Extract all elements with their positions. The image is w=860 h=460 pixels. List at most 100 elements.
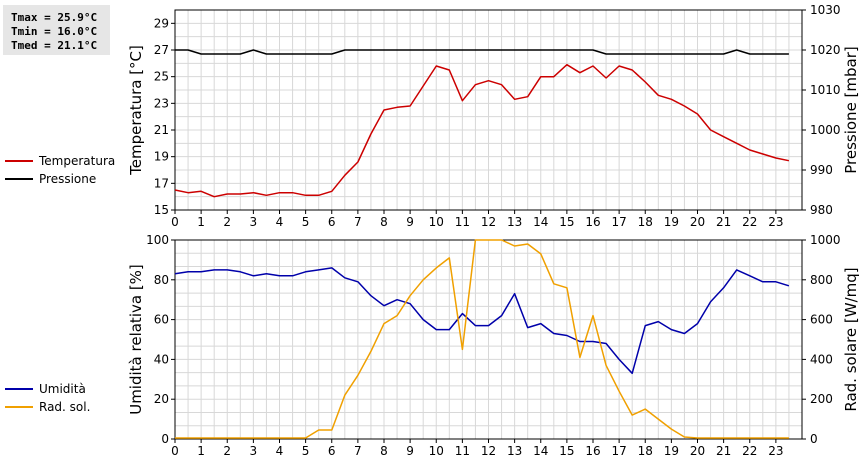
x-tick-label: 8	[380, 444, 388, 458]
y-tick-label-right: 200	[810, 392, 833, 406]
y-tick-label-right: 1000	[810, 123, 841, 137]
y-tick-label-left: 21	[154, 123, 169, 137]
x-tick-label: 1	[197, 215, 205, 229]
y-tick-label-right: 1030	[810, 3, 841, 17]
chart-panel-1: 0 1 2 3 4 5 6 7 8 9 10 11 12 13 14 15 16 17 18 19 20 21 22 2315…	[127, 3, 860, 229]
y-tick-label-right: 400	[810, 352, 833, 366]
x-tick-label: 23	[768, 215, 783, 229]
legend-swatch	[5, 159, 33, 162]
y-tick-label-right: 980	[810, 203, 833, 217]
x-tick-label: 19	[664, 444, 679, 458]
x-tick-label: 22	[742, 444, 757, 458]
x-tick-label: 21	[716, 444, 731, 458]
y-tick-label-right: 0	[810, 432, 818, 446]
y-tick-label-left: 27	[154, 43, 169, 57]
x-tick-label: 2	[223, 215, 231, 229]
y-tick-label-left: 15	[154, 203, 169, 217]
series-line-temperatura	[174, 63, 790, 198]
y-tick-label-right: 990	[810, 163, 833, 177]
series-line-rad-sol-	[175, 239, 789, 439]
x-tick-label: 8	[380, 215, 388, 229]
y-tick-label-left: 17	[154, 176, 169, 190]
x-tick-label: 10	[429, 444, 444, 458]
x-tick-label: 16	[585, 215, 600, 229]
x-tick-label: 9	[406, 444, 414, 458]
y-tick-label-right: 600	[810, 313, 833, 327]
y-axis-title-left: Temperatura [°C]	[127, 45, 145, 176]
x-tick-label: 16	[585, 444, 600, 458]
legend-label: Umidità	[39, 382, 86, 396]
x-tick-label: 5	[302, 215, 310, 229]
x-tick-label: 17	[611, 215, 626, 229]
legend-swatch	[5, 387, 33, 390]
y-tick-label-left: 25	[154, 70, 169, 84]
x-tick-label: 4	[276, 215, 284, 229]
x-tick-label: 17	[611, 444, 626, 458]
y-tick-label-left: 29	[154, 16, 169, 30]
x-tick-label: 13	[507, 444, 522, 458]
x-tick-label: 14	[533, 444, 548, 458]
legend-label: Temperatura	[39, 154, 116, 168]
x-tick-label: 20	[690, 444, 705, 458]
y-tick-label-right: 800	[810, 273, 833, 287]
y-tick-label-left: 60	[154, 313, 169, 327]
legend-rad-sol: Rad. sol.	[5, 400, 90, 414]
x-tick-label: 21	[716, 215, 731, 229]
x-tick-label: 4	[276, 444, 284, 458]
x-tick-label: 7	[354, 215, 362, 229]
series-line-pressione	[175, 49, 789, 55]
x-tick-label: 15	[559, 215, 574, 229]
legend-temperatura: Temperatura	[5, 154, 115, 168]
x-tick-label: 11	[455, 444, 470, 458]
y-axis-title-left: Umidità relativa [%]	[127, 264, 145, 415]
series-line-umidit-	[174, 267, 790, 375]
x-tick-label: 11	[455, 215, 470, 229]
y-tick-label-right: 1020	[810, 43, 841, 57]
y-tick-label-left: 100	[146, 233, 169, 247]
chart-panel-2: 0 1 2 3 4 5 6 7 8 9 10 11 12 13 14 15 16 17 18 19 20 21 22 2302…	[127, 233, 860, 458]
x-tick-label: 9	[406, 215, 414, 229]
x-tick-label: 14	[533, 215, 548, 229]
stat-tmin: Tmin = 16.0°C	[11, 25, 98, 38]
legend-pressione: Pressione	[5, 172, 96, 186]
legend-swatch	[5, 405, 33, 408]
legend-label: Pressione	[39, 172, 97, 186]
x-tick-label: 0	[171, 215, 179, 229]
x-tick-label: 2	[223, 444, 231, 458]
legend-label: Rad. sol.	[39, 400, 91, 414]
x-tick-label: 0	[171, 444, 179, 458]
x-tick-label: 20	[690, 215, 705, 229]
x-tick-label: 18	[638, 444, 653, 458]
x-tick-label: 6	[328, 444, 336, 458]
stat-tmax: Tmax = 25.9°C	[11, 11, 98, 24]
x-tick-label: 12	[481, 215, 496, 229]
x-tick-label: 6	[328, 215, 336, 229]
stat-tmed: Tmed = 21.1°C	[11, 39, 98, 52]
x-tick-label: 10	[429, 215, 444, 229]
x-tick-label: 5	[302, 444, 310, 458]
y-tick-label-left: 80	[154, 273, 169, 287]
y-tick-label-left: 20	[154, 392, 169, 406]
y-axis-title-right: Pressione [mbar]	[842, 46, 860, 174]
x-tick-label: 3	[250, 215, 258, 229]
x-tick-label: 22	[742, 215, 757, 229]
stats-box: Tmax = 25.9°C Tmin = 16.0°C Tmed = 21.1°…	[3, 5, 110, 55]
x-tick-label: 3	[250, 444, 258, 458]
x-tick-label: 19	[664, 215, 679, 229]
x-tick-label: 13	[507, 215, 522, 229]
legend-umidita: Umidità	[5, 382, 86, 396]
legend-swatch	[5, 177, 33, 180]
y-axis-title-right: Rad. solare [W/mq]	[842, 267, 860, 411]
x-tick-label: 18	[638, 215, 653, 229]
x-tick-label: 1	[197, 444, 205, 458]
x-tick-label: 23	[768, 444, 783, 458]
y-tick-label-left: 40	[154, 352, 169, 366]
y-tick-label-left: 19	[154, 150, 169, 164]
y-tick-label-right: 1000	[810, 233, 841, 247]
x-tick-label: 7	[354, 444, 362, 458]
y-tick-label-left: 0	[161, 432, 169, 446]
x-tick-label: 12	[481, 444, 496, 458]
x-tick-label: 15	[559, 444, 574, 458]
y-tick-label-left: 23	[154, 96, 169, 110]
